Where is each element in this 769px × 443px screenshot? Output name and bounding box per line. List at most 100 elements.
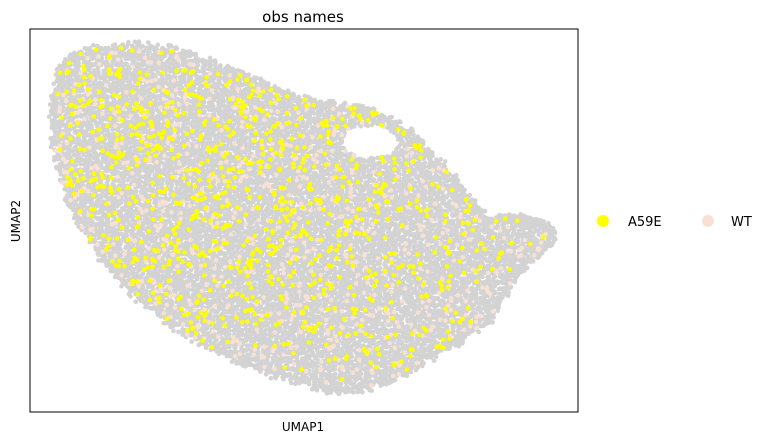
point-background <box>240 83 245 88</box>
point-background <box>275 213 280 219</box>
point-background <box>217 82 223 87</box>
point-background <box>211 72 217 77</box>
point-background <box>96 210 101 216</box>
point-background <box>54 114 60 119</box>
point-background <box>198 85 203 90</box>
point-background <box>141 69 146 74</box>
point-background <box>179 85 185 91</box>
point-background <box>116 63 121 68</box>
point-background <box>196 90 201 95</box>
point-background <box>201 127 206 133</box>
point-background <box>144 89 149 94</box>
point-background <box>118 123 124 129</box>
point-background <box>394 146 399 152</box>
point-background <box>180 62 185 68</box>
point-background <box>176 63 181 69</box>
point-background <box>246 86 251 92</box>
point-background <box>287 152 293 157</box>
point-background <box>238 92 243 97</box>
point-background <box>234 134 239 140</box>
point-background <box>332 183 338 188</box>
point-background <box>76 64 82 69</box>
point-background <box>167 69 173 74</box>
point-background <box>155 54 160 60</box>
point-background <box>73 163 79 168</box>
point-background <box>118 200 124 206</box>
point-background <box>144 66 149 72</box>
point-background <box>191 85 197 91</box>
point-background <box>371 120 376 126</box>
point-background <box>134 72 139 78</box>
point-background <box>448 207 454 212</box>
point-background <box>162 53 168 59</box>
point-background <box>159 56 165 61</box>
point-background <box>141 149 147 154</box>
point-background <box>268 91 274 97</box>
point-background <box>189 115 195 120</box>
point-background <box>154 95 159 101</box>
point-background <box>61 76 66 81</box>
point-background <box>444 178 450 184</box>
point-background <box>130 59 136 65</box>
point-background <box>421 165 427 170</box>
point-background <box>269 210 274 216</box>
point-background <box>361 197 366 202</box>
points-layer <box>46 39 558 397</box>
point-background <box>59 123 64 129</box>
point-background <box>265 98 270 104</box>
point-background <box>125 178 130 183</box>
point-background <box>140 62 146 68</box>
point-background <box>210 153 216 158</box>
point-background <box>96 70 101 75</box>
point-background <box>150 111 156 116</box>
point-background <box>282 162 288 167</box>
point-background <box>243 130 248 136</box>
point-background <box>246 147 252 153</box>
point-background <box>65 82 70 87</box>
point-background <box>140 43 145 49</box>
point-background <box>179 98 185 103</box>
point-background <box>221 98 227 104</box>
point-background <box>195 63 201 68</box>
point-background <box>307 120 313 126</box>
point-background <box>365 123 371 129</box>
point-background <box>130 203 136 209</box>
point-background <box>444 195 449 200</box>
point-background <box>90 56 95 61</box>
point-background <box>191 137 197 142</box>
point-background <box>129 76 134 82</box>
point-background <box>353 190 358 196</box>
point-background <box>91 62 96 68</box>
point-background <box>97 198 102 203</box>
point-background <box>192 153 197 158</box>
point-background <box>116 88 121 94</box>
point-background <box>160 181 165 187</box>
point-background <box>156 178 162 183</box>
point-background <box>352 124 357 129</box>
point-background <box>121 79 126 84</box>
point-background <box>158 65 163 71</box>
point-background <box>201 111 207 116</box>
point-background <box>324 185 329 191</box>
point-background <box>86 68 92 73</box>
point-background <box>76 60 82 66</box>
point-background <box>303 126 309 132</box>
point-background <box>191 101 197 106</box>
point-background <box>372 165 377 171</box>
point-background <box>182 161 187 167</box>
point-background <box>126 56 131 61</box>
point-background <box>377 165 383 171</box>
point-background <box>141 130 146 135</box>
point-background <box>101 207 107 212</box>
point-background <box>319 108 325 113</box>
point-background <box>169 184 174 189</box>
point-background <box>243 150 248 156</box>
point-background <box>80 88 86 93</box>
point-background <box>285 133 290 138</box>
point-background <box>391 207 396 212</box>
point-background <box>67 73 73 79</box>
point-background <box>154 63 159 69</box>
point-background <box>87 79 92 84</box>
point-background <box>134 92 139 97</box>
point-background <box>195 126 200 132</box>
